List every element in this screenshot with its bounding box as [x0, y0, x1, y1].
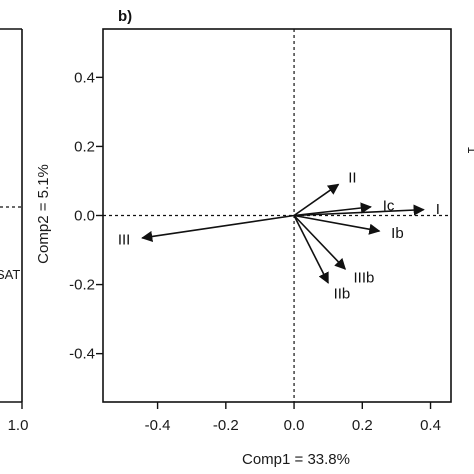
x-tick-label: -0.4	[145, 417, 171, 434]
vector-arrow	[293, 215, 329, 284]
y-tick-label: 0.0	[74, 208, 95, 225]
panel-b: b) -0.4 -0.2 0.0 0.2 0.4 0.4 0.2 0.0 -0.2 -0.4 I…	[35, 8, 452, 468]
y-axis-label: Comp2 = 5.1%	[35, 164, 52, 264]
vector-label: IIIb	[354, 270, 375, 287]
x-axis-label: Comp1 = 33.8%	[242, 451, 350, 468]
vector-label: Ib	[391, 225, 404, 242]
panel-a-partial: SAT 1.0	[0, 28, 29, 434]
x-axis-ticks: -0.4 -0.2 0.0 0.2 0.4	[145, 402, 441, 434]
vector-arrow	[294, 204, 425, 217]
right-edge-text: 1	[465, 146, 474, 153]
x-tick-label: -0.2	[213, 417, 239, 434]
vector-label: IIb	[334, 286, 351, 303]
x-tick-label: 0.4	[420, 417, 441, 434]
vector-arrow	[293, 214, 381, 235]
x-tick-label: 0.2	[352, 417, 373, 434]
y-tick-label: -0.4	[69, 346, 95, 363]
y-tick-label: 0.2	[74, 138, 95, 155]
vector-label: Ic	[383, 198, 395, 215]
x-tick-label: 0.0	[284, 417, 305, 434]
y-tick-label: 0.4	[74, 69, 95, 86]
vector-label: III	[118, 232, 131, 249]
vector-arrow	[293, 202, 372, 217]
vector-label: I	[436, 201, 440, 218]
vector-arrow	[293, 214, 347, 270]
y-axis-ticks: 0.4 0.2 0.0 -0.2 -0.4	[69, 69, 103, 363]
panel-a-x-tick-label: 1.0	[8, 417, 29, 434]
vector-label: II	[348, 170, 356, 187]
vector-arrow	[293, 183, 340, 217]
panel-a-variable-label: SAT	[0, 267, 20, 282]
y-tick-label: -0.2	[69, 277, 95, 294]
reference-lines	[103, 29, 451, 402]
vector-arrow	[141, 214, 295, 243]
panel-b-label: b)	[118, 8, 132, 25]
